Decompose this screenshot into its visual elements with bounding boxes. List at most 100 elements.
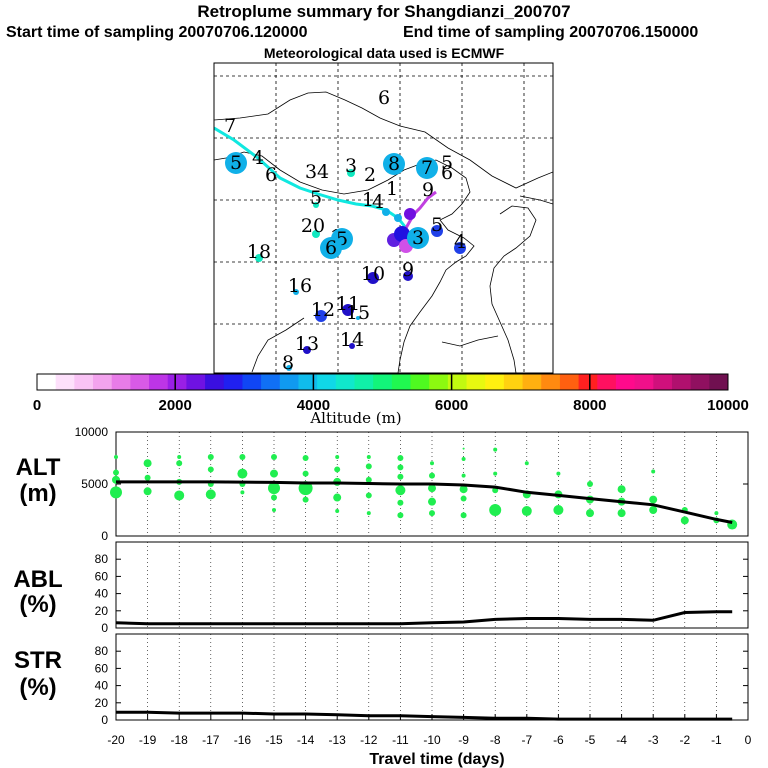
colorbar-frame [36,373,729,391]
altitude-point [271,453,277,460]
colorbar-cell [466,374,486,390]
x-tick-label: -16 [234,733,252,747]
y-tick-label: 10000 [75,425,109,439]
altitude-point [461,457,466,462]
altitude-point [428,484,436,493]
altitude-point [302,496,309,503]
map-day-label: 6 [378,87,390,109]
map-day-label: 12 [311,299,335,321]
colorbar-cell [671,374,692,390]
altitude-point [617,509,626,518]
altitude-point [143,459,152,468]
altitude-point [240,490,245,495]
map-day-label: 7 [224,115,236,137]
map-plume-circle [407,227,429,249]
x-tick-label: -10 [423,733,441,747]
map-day-label: 8 [282,352,294,374]
y-tick-label: 40 [95,587,109,601]
x-tick-label: -4 [616,733,627,747]
colorbar-cell [111,374,131,390]
map-day-label: 3 [305,161,317,183]
colorbar-cell [373,374,393,390]
map-day-label: 7 [421,157,433,179]
abl-series-line [115,610,733,626]
colorbar-cell [578,374,598,390]
y-tick-label: 5000 [81,477,108,491]
abl-panel-unit: (%) [19,591,56,618]
altitude-point [302,455,309,461]
colorbar-tick-label: 6000 [435,397,468,414]
map-graticule [214,63,553,373]
colorbar-cell [447,374,468,390]
altitude-point [365,476,372,483]
colorbar-cell [541,374,561,390]
altitude-point [521,506,532,517]
altitude-point [489,504,502,516]
x-tick-label: -12 [360,733,378,747]
map-day-label: 6 [325,237,337,259]
alt-panel-unit: (m) [19,480,56,507]
plume-blobs [255,169,466,371]
map-day-label: 3 [412,227,424,249]
abl-panel-label: ABL [13,566,62,593]
met-data-label: Meteorological data used is ECMWF [263,45,505,61]
colorbar-tick-label: 4000 [297,397,330,414]
altitude-point [493,447,498,452]
x-tick-label: -14 [297,733,315,747]
altitude-point [270,469,278,478]
altitude-point [268,482,280,495]
altitude-point [649,506,658,514]
altitude-point [143,487,152,496]
colorbar-tick-label: 8000 [573,397,606,414]
map-plume-circle [416,157,438,179]
map-day-label: 11 [336,293,360,315]
altitude-point [174,490,185,501]
x-tick-label: -1 [711,733,722,747]
altitude-point [239,453,246,460]
map-day-label: 20 [301,215,325,237]
altitude-point [144,474,151,481]
str-panel: 0 20 40 60 80 [95,633,749,727]
start-time-label: Start time of sampling 20070706.120000 [6,24,308,41]
map-day-label: 5 [431,214,443,236]
colorbar-cell [597,374,617,390]
altitude-point [617,485,626,494]
x-tick-label: 0 [745,733,752,747]
map-panel: 6754634328756915142015618354910161211151… [213,62,554,374]
colorbar-tick-label: 2000 [159,397,192,414]
map-plume-circle [383,153,405,175]
altitude-point [459,485,468,494]
colorbar-tick-label: 10000 [707,397,749,414]
map-frame [213,62,554,374]
altitude-point [430,461,434,466]
x-tick-label: -20 [107,733,125,747]
map-day-label: 2 [364,164,376,186]
altitude-point [177,454,182,459]
str-panel-unit: (%) [19,674,56,701]
altitude-point [272,508,276,512]
map-day-label: 4 [252,147,264,169]
altitude-point [429,472,435,479]
map-day-label: 16 [288,275,312,297]
altitude-point [524,461,529,466]
map-day-label: 1 [362,189,374,211]
colorbar-dividers [174,374,591,390]
colorbar-cell [55,374,75,390]
map-day-label: 10 [361,263,385,285]
altitude-point [462,447,465,450]
altitude-point [587,481,593,487]
altitude-point [714,511,719,516]
altitude-point [365,463,372,470]
x-axis-label: Travel time (days) [369,751,504,768]
colorbar-cell [186,374,206,390]
alt-series-line [116,480,733,524]
colorbar-cell [522,374,542,390]
altitude-point [428,497,436,506]
colorbar-cell [653,374,673,390]
altitude-point [237,468,248,479]
altitude-point [298,481,313,496]
altitude-point [553,505,564,515]
x-tick-label: -9 [458,733,469,747]
y-tick-label: 0 [101,529,108,543]
chart-title: Retroplume summary for Shangdianzi_20070… [197,2,571,21]
